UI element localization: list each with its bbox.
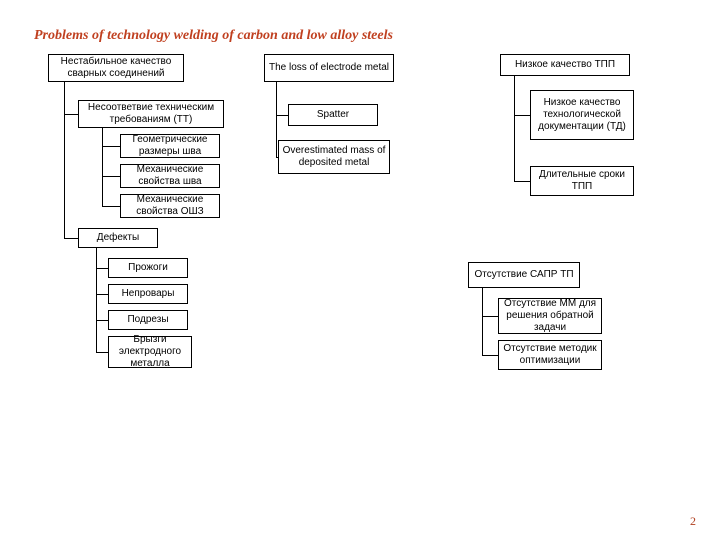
left-branch2-head: Дефекты bbox=[78, 228, 158, 248]
page-title: Problems of technology welding of carbon… bbox=[34, 28, 393, 44]
left-branch2-item2: Подрезы bbox=[108, 310, 188, 330]
left-branch1-item1: Механические свойства шва bbox=[120, 164, 220, 188]
mid-item0: Spatter bbox=[288, 104, 378, 126]
left-branch1-head: Несоответвие техническим требованиям (ТТ… bbox=[78, 100, 224, 128]
right-item1: Длительные сроки ТПП bbox=[530, 166, 634, 196]
left-branch2-item3: Брызги электродного металла bbox=[108, 336, 192, 368]
left-branch2-item0: Прожоги bbox=[108, 258, 188, 278]
left-branch2-item1: Непровары bbox=[108, 284, 188, 304]
page-number: 2 bbox=[690, 514, 696, 529]
right-root: Низкое качество ТПП bbox=[500, 54, 630, 76]
br-root: Отсутствие САПР ТП bbox=[468, 262, 580, 288]
br-item0: Отсутствие ММ для решения обратной задач… bbox=[498, 298, 602, 334]
left-branch1-item2: Механические свойства ОШЗ bbox=[120, 194, 220, 218]
right-item0: Низкое качество технологической документ… bbox=[530, 90, 634, 140]
left-root: Нестабильное качество сварных соединений bbox=[48, 54, 184, 82]
br-item1: Отсутствие методик оптимизации bbox=[498, 340, 602, 370]
mid-item1: Overestimated mass of deposited metal bbox=[278, 140, 390, 174]
left-branch1-item0: Геометрические размеры шва bbox=[120, 134, 220, 158]
mid-root: The loss of electrode metal bbox=[264, 54, 394, 82]
